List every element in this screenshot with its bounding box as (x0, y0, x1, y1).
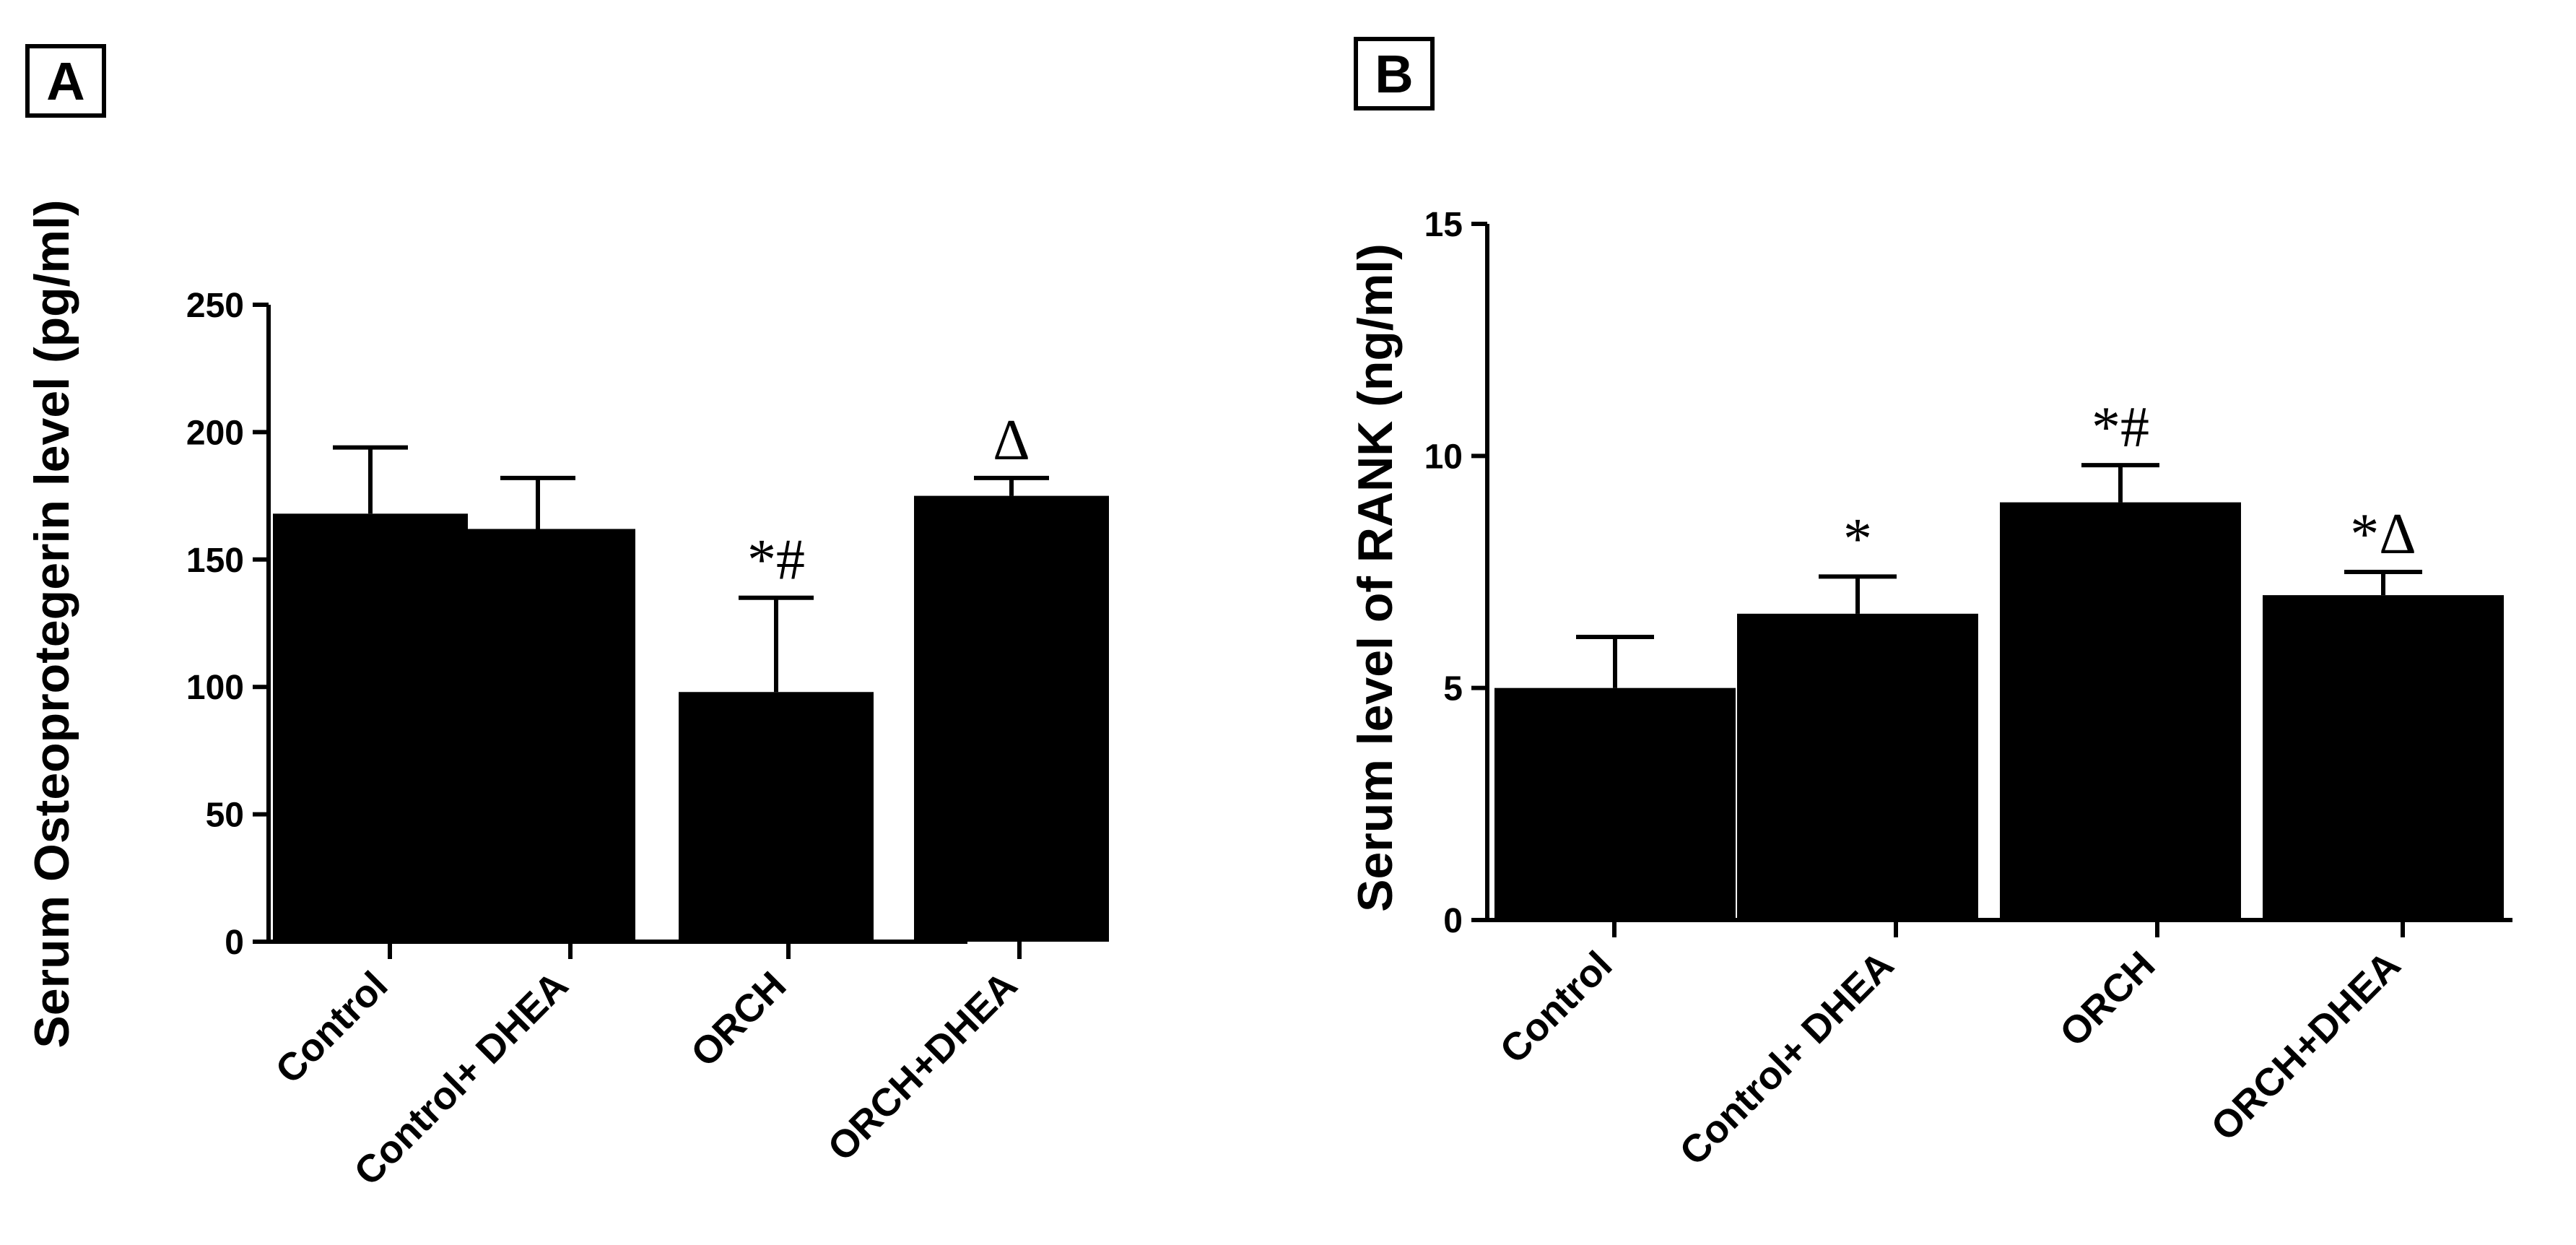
x-category-label: Control+ DHEA (1671, 943, 1902, 1174)
significance-annotation: *Δ (2350, 503, 2416, 566)
y-tick-label: 200 (186, 414, 244, 452)
x-category-label: ORCH (2052, 943, 2164, 1055)
panel-label-box (25, 44, 106, 118)
chart-a: A Serum Osteoprotegerin level (pg/ml) *# Δ 0… (25, 44, 1109, 1194)
bar-orch-dhea (914, 495, 1109, 942)
panel-label-box (1354, 37, 1435, 110)
y-tick-label: 50 (206, 797, 244, 835)
bar-orch (679, 692, 874, 942)
y-tick-label: 0 (1443, 902, 1463, 940)
y-tick-label: 100 (186, 669, 244, 707)
bar-orch-dhea (2263, 595, 2504, 920)
x-category-label: ORCH+DHEA (819, 963, 1025, 1169)
y-tick-label: 10 (1424, 438, 1463, 476)
bar-control (1494, 687, 1736, 920)
y-axis-title: Serum Osteoprotegerin level (pg/ml) (25, 199, 79, 1048)
y-tick-label: 250 (186, 287, 244, 325)
x-category-label: ORCH+DHEA (2203, 943, 2409, 1149)
panel-label: B (1375, 44, 1413, 104)
y-tick-label: 0 (225, 924, 244, 962)
y-axis-title: Serum level of RANK (ng/ml) (1348, 243, 1403, 912)
y-tick-label: 150 (186, 542, 244, 580)
significance-annotation: *# (747, 529, 805, 592)
chart-b: B Serum level of RANK (ng/ml) * *# *Δ 0 5 10 15 C… (1348, 37, 2512, 1174)
panel-label: A (46, 51, 84, 111)
x-category-label: Control (1492, 943, 1620, 1072)
bar-control (273, 513, 468, 942)
significance-annotation: *# (2092, 396, 2149, 459)
x-category-label: ORCH (683, 963, 795, 1075)
significance-annotation: Δ (993, 409, 1030, 472)
y-tick-label: 5 (1443, 670, 1463, 708)
bar-control-dhea (440, 529, 635, 942)
x-category-label: Control (267, 963, 396, 1092)
significance-annotation: * (1843, 507, 1872, 571)
bar-control-dhea (1737, 613, 1978, 920)
y-tick-label: 15 (1424, 206, 1463, 244)
bar-orch (2000, 502, 2241, 920)
